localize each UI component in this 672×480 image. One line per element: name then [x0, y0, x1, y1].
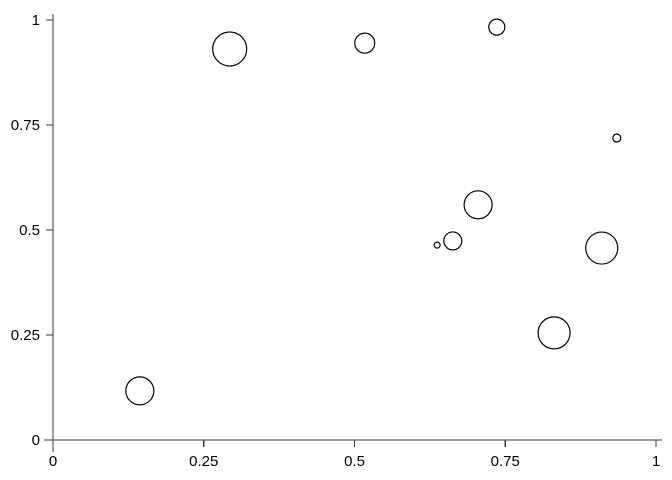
data-point-bubble — [354, 32, 376, 54]
data-point-bubble — [463, 190, 493, 220]
data-point-bubble — [443, 231, 463, 251]
x-tick-label: 0 — [49, 453, 57, 470]
data-point-bubble — [585, 231, 619, 265]
y-axis-group: 0 0.25 0.5 0.75 1 — [11, 12, 54, 452]
y-tick-label: 1 — [32, 12, 40, 29]
data-point-bubble — [212, 31, 248, 67]
x-axis-group: 0 0.25 0.5 0.75 1 — [44, 439, 662, 470]
data-point-bubble — [537, 316, 571, 350]
x-tick-label: 0.25 — [189, 453, 218, 470]
data-point-bubble — [612, 133, 622, 143]
x-tick-label: 1 — [652, 453, 660, 470]
data-point-bubble — [433, 241, 441, 249]
data-point-bubble — [125, 376, 155, 406]
y-tick-label: 0 — [32, 432, 40, 449]
y-tick-label: 0.75 — [11, 117, 40, 134]
x-tick-label: 0.75 — [491, 453, 520, 470]
x-axis-ticks: 0 0.25 0.5 0.75 1 — [49, 440, 660, 470]
x-tick-label: 0.5 — [344, 453, 365, 470]
data-point-bubble — [488, 18, 506, 36]
y-tick-label: 0.25 — [11, 327, 40, 344]
y-tick-label: 0.5 — [19, 222, 40, 239]
y-axis-ticks: 0 0.25 0.5 0.75 1 — [11, 12, 53, 449]
data-points-group — [125, 18, 622, 406]
